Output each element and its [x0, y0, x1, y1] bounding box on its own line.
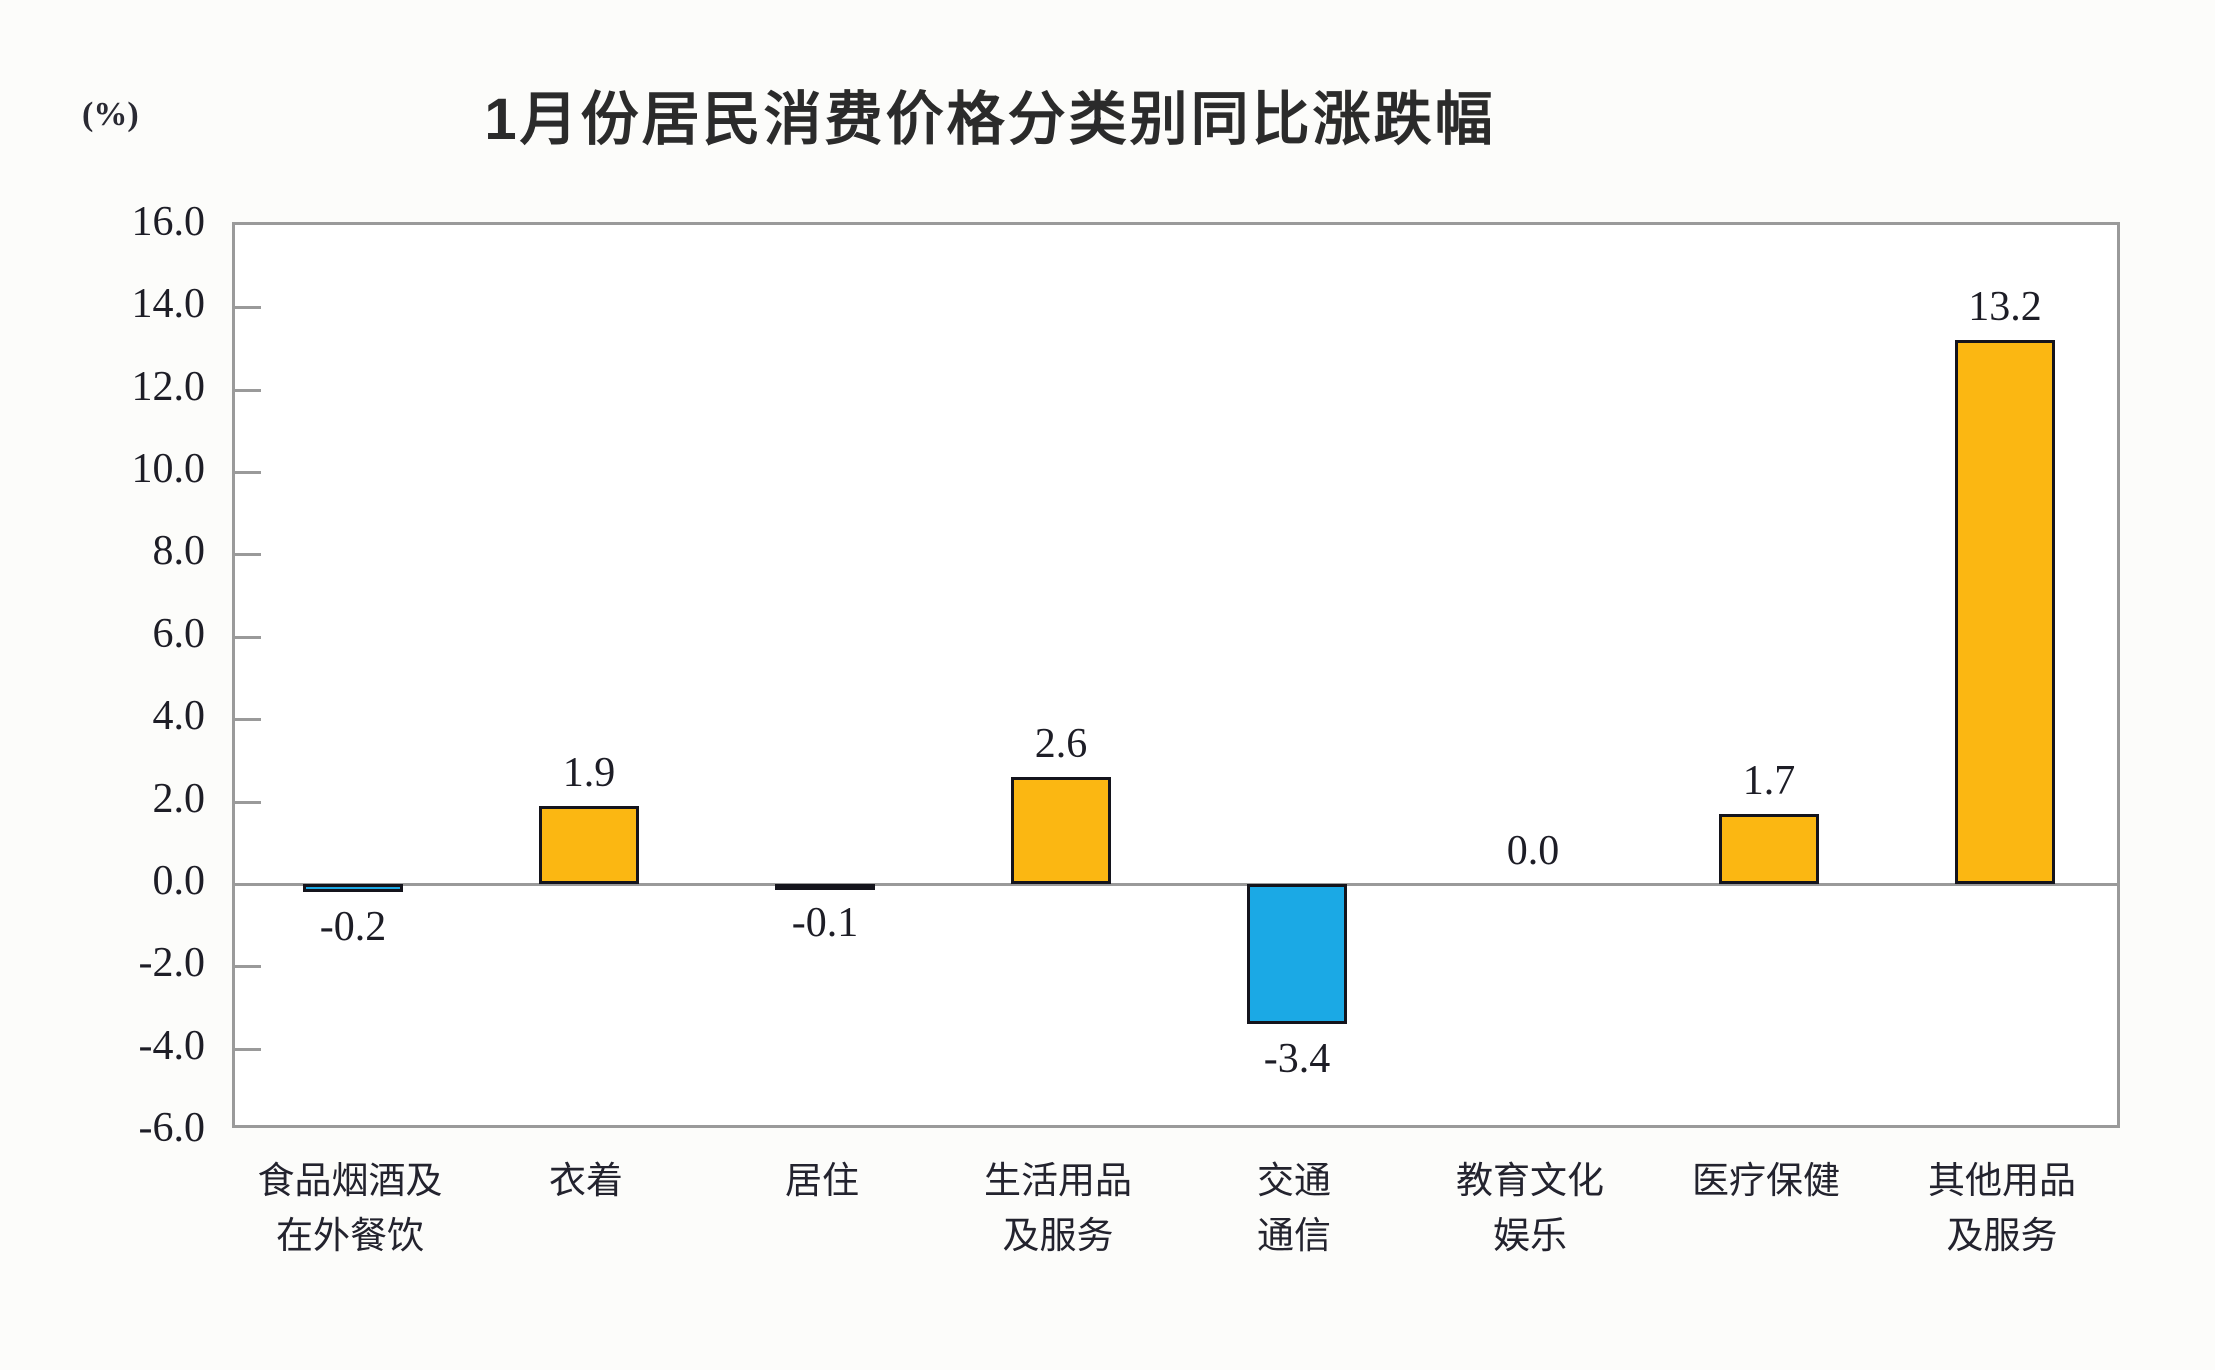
y-axis-unit-label: (%): [82, 96, 139, 133]
bar-value-label: -3.4: [1263, 1035, 1331, 1082]
y-tick-label: 16.0: [131, 199, 206, 245]
y-tick-label: 14.0: [131, 281, 206, 328]
y-tick-label: 0.0: [152, 857, 206, 904]
y-tick-label: 4.0: [152, 693, 206, 740]
x-category-label: 医疗保健: [1692, 1161, 1840, 1202]
x-category-label: 交通 通信: [1257, 1161, 1331, 1257]
x-category-label: 居住: [785, 1161, 859, 1202]
y-tick-mark: [235, 635, 261, 639]
x-category-label: 教育文化 娱乐: [1456, 1161, 1604, 1257]
y-tick-label: 10.0: [131, 446, 206, 493]
bar-value-label: 13.2: [1968, 284, 2042, 331]
bar-positive: [539, 805, 639, 884]
plot-area: -0.2 1.9 -0.1 2.6 -3.4 0.0 1.7 13.2: [232, 222, 2120, 1128]
x-category-label: 其他用品 及服务: [1928, 1161, 2076, 1257]
y-tick-mark: [235, 800, 261, 804]
y-tick-mark: [235, 306, 261, 310]
y-tick-label: 2.0: [152, 775, 206, 822]
x-category-label: 衣着: [549, 1161, 623, 1202]
bar-negative: [1247, 883, 1347, 1024]
y-tick-label: 6.0: [152, 610, 206, 657]
bar-value-label: 2.6: [1034, 720, 1088, 767]
bar-positive: [1719, 813, 1819, 884]
y-tick-mark: [235, 965, 261, 969]
y-tick-label: -2.0: [138, 940, 206, 987]
x-category-label: 生活用品 及服务: [984, 1161, 1132, 1257]
bar-value-label: -0.1: [791, 900, 859, 947]
bar-value-label: 1.9: [562, 749, 616, 796]
y-tick-mark: [235, 388, 261, 392]
y-tick-label: 12.0: [131, 363, 206, 410]
zero-line: [235, 882, 2117, 886]
bar-negative: [775, 883, 875, 890]
y-tick-label: 8.0: [152, 528, 206, 575]
bar-negative: [303, 883, 403, 893]
chart-title: 1月份居民消费价格分类别同比涨跌幅: [484, 87, 1496, 152]
y-tick-mark: [235, 1047, 261, 1051]
y-tick-mark: [235, 471, 261, 475]
y-tick-mark: [235, 718, 261, 722]
y-tick-label: -6.0: [138, 1105, 206, 1151]
bar-value-label: 1.7: [1742, 757, 1796, 804]
bar-value-label: -0.2: [319, 904, 387, 951]
x-category-label: 食品烟酒及 在外餐饮: [257, 1161, 443, 1257]
bar-positive: [1011, 776, 1111, 884]
y-tick-label: -4.0: [138, 1022, 206, 1069]
bar-positive: [1955, 340, 2055, 884]
bar-value-label: 0.0: [1506, 827, 1560, 874]
y-tick-mark: [235, 553, 261, 557]
